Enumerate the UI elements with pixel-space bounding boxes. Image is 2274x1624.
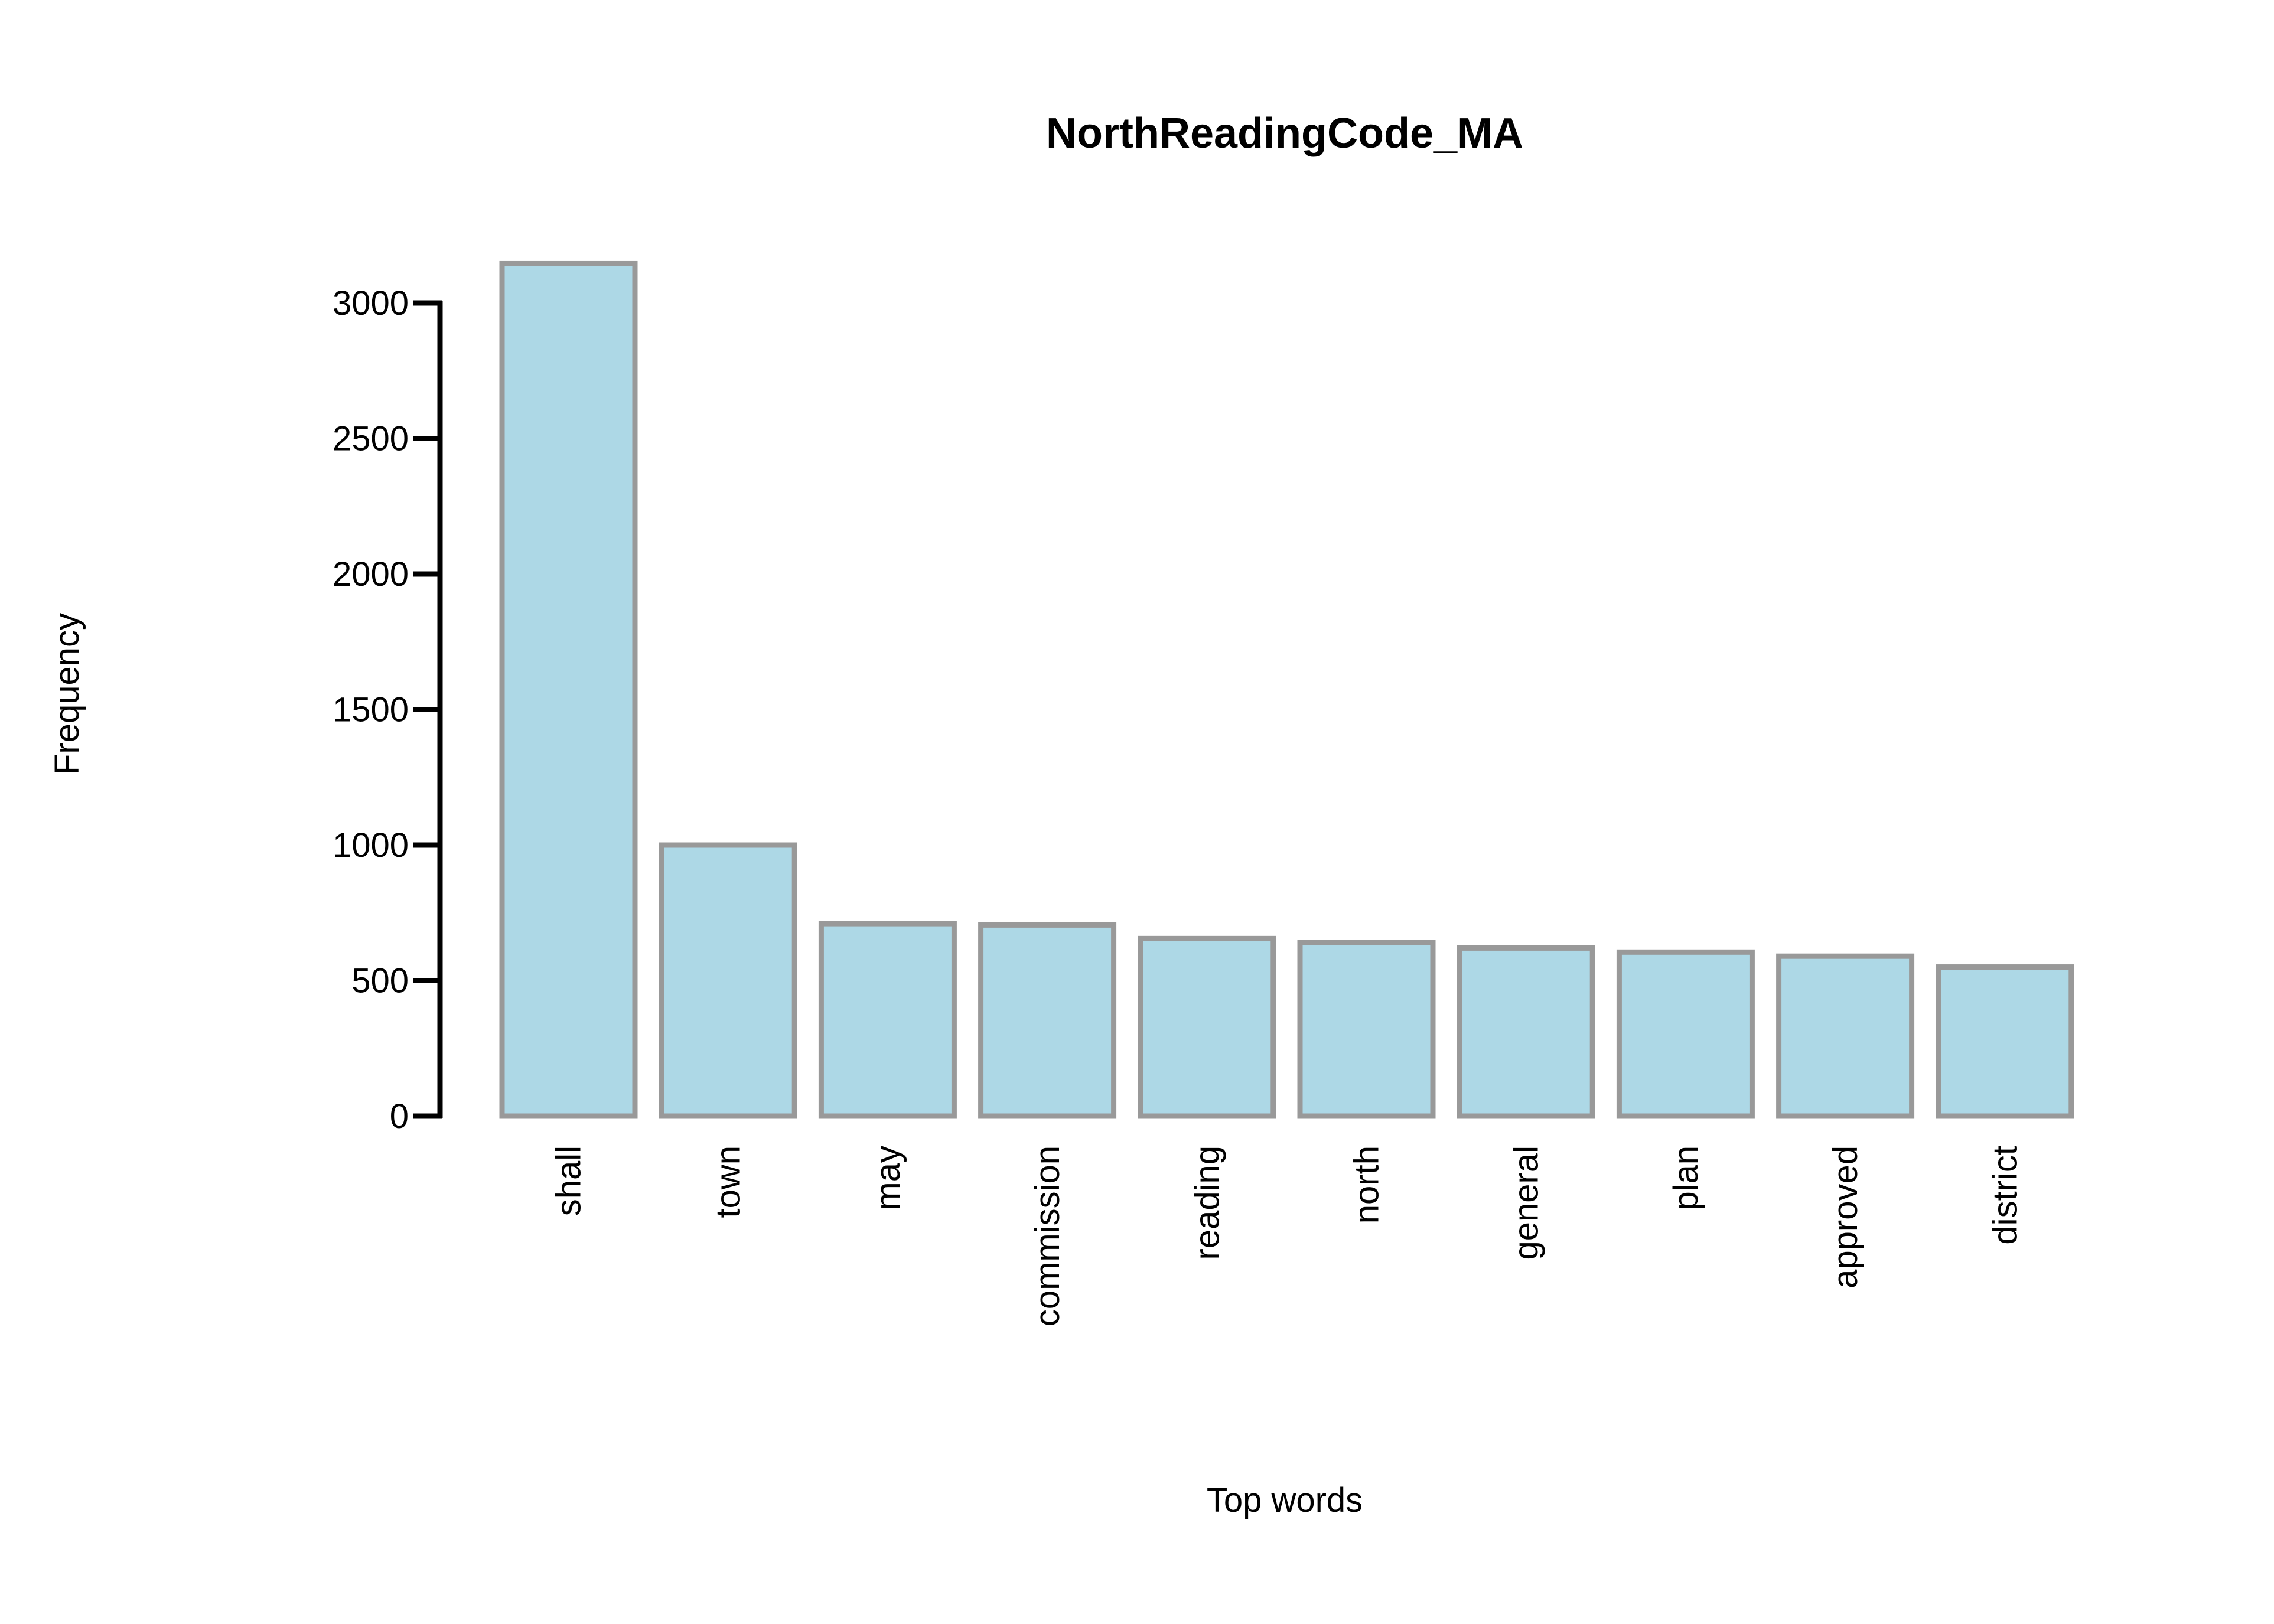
y-tick-label: 2000 <box>333 555 409 593</box>
bar-north <box>1297 940 1436 1119</box>
bars <box>499 260 2074 1119</box>
bar-plan <box>1616 949 1755 1119</box>
x-tick-label-district: district <box>1986 1146 2024 1245</box>
y-tick-label: 2500 <box>333 420 409 458</box>
x-tick-label-may: may <box>869 1146 907 1211</box>
y-tick-label: 0 <box>390 1097 409 1136</box>
bar-district <box>1936 964 2074 1119</box>
x-axis-tick-labels: shall town may commission reading north genera… <box>550 1146 2025 1326</box>
x-tick-label-town: town <box>709 1146 748 1218</box>
x-tick-label-commission: commission <box>1028 1146 1067 1326</box>
x-tick-label-north: north <box>1348 1146 1386 1224</box>
y-tick-label: 3000 <box>333 284 409 322</box>
y-tick-label: 1500 <box>333 691 409 729</box>
x-tick-label-plan: plan <box>1667 1146 1705 1211</box>
y-axis: 0 500 1000 1500 2000 2500 3000 <box>333 284 443 1136</box>
x-tick-label-approved: approved <box>1826 1146 1865 1289</box>
bar-reading <box>1138 935 1276 1119</box>
bar-shall <box>499 260 638 1119</box>
bar-may <box>818 921 957 1119</box>
y-tick-label: 1000 <box>333 826 409 865</box>
x-tick-label-reading: reading <box>1188 1146 1226 1260</box>
bar-approved <box>1776 953 1915 1119</box>
x-tick-label-general: general <box>1507 1146 1546 1260</box>
bar-town <box>659 842 797 1119</box>
bar-general <box>1457 945 1595 1119</box>
y-tick-label: 500 <box>351 962 409 1000</box>
x-axis-label: Top words <box>1207 1481 1363 1519</box>
x-tick-label-shall: shall <box>550 1146 588 1216</box>
bar-commission <box>978 922 1117 1119</box>
chart-title: NorthReadingCode_MA <box>1046 110 1523 157</box>
y-axis-label: Frequency <box>48 613 86 775</box>
